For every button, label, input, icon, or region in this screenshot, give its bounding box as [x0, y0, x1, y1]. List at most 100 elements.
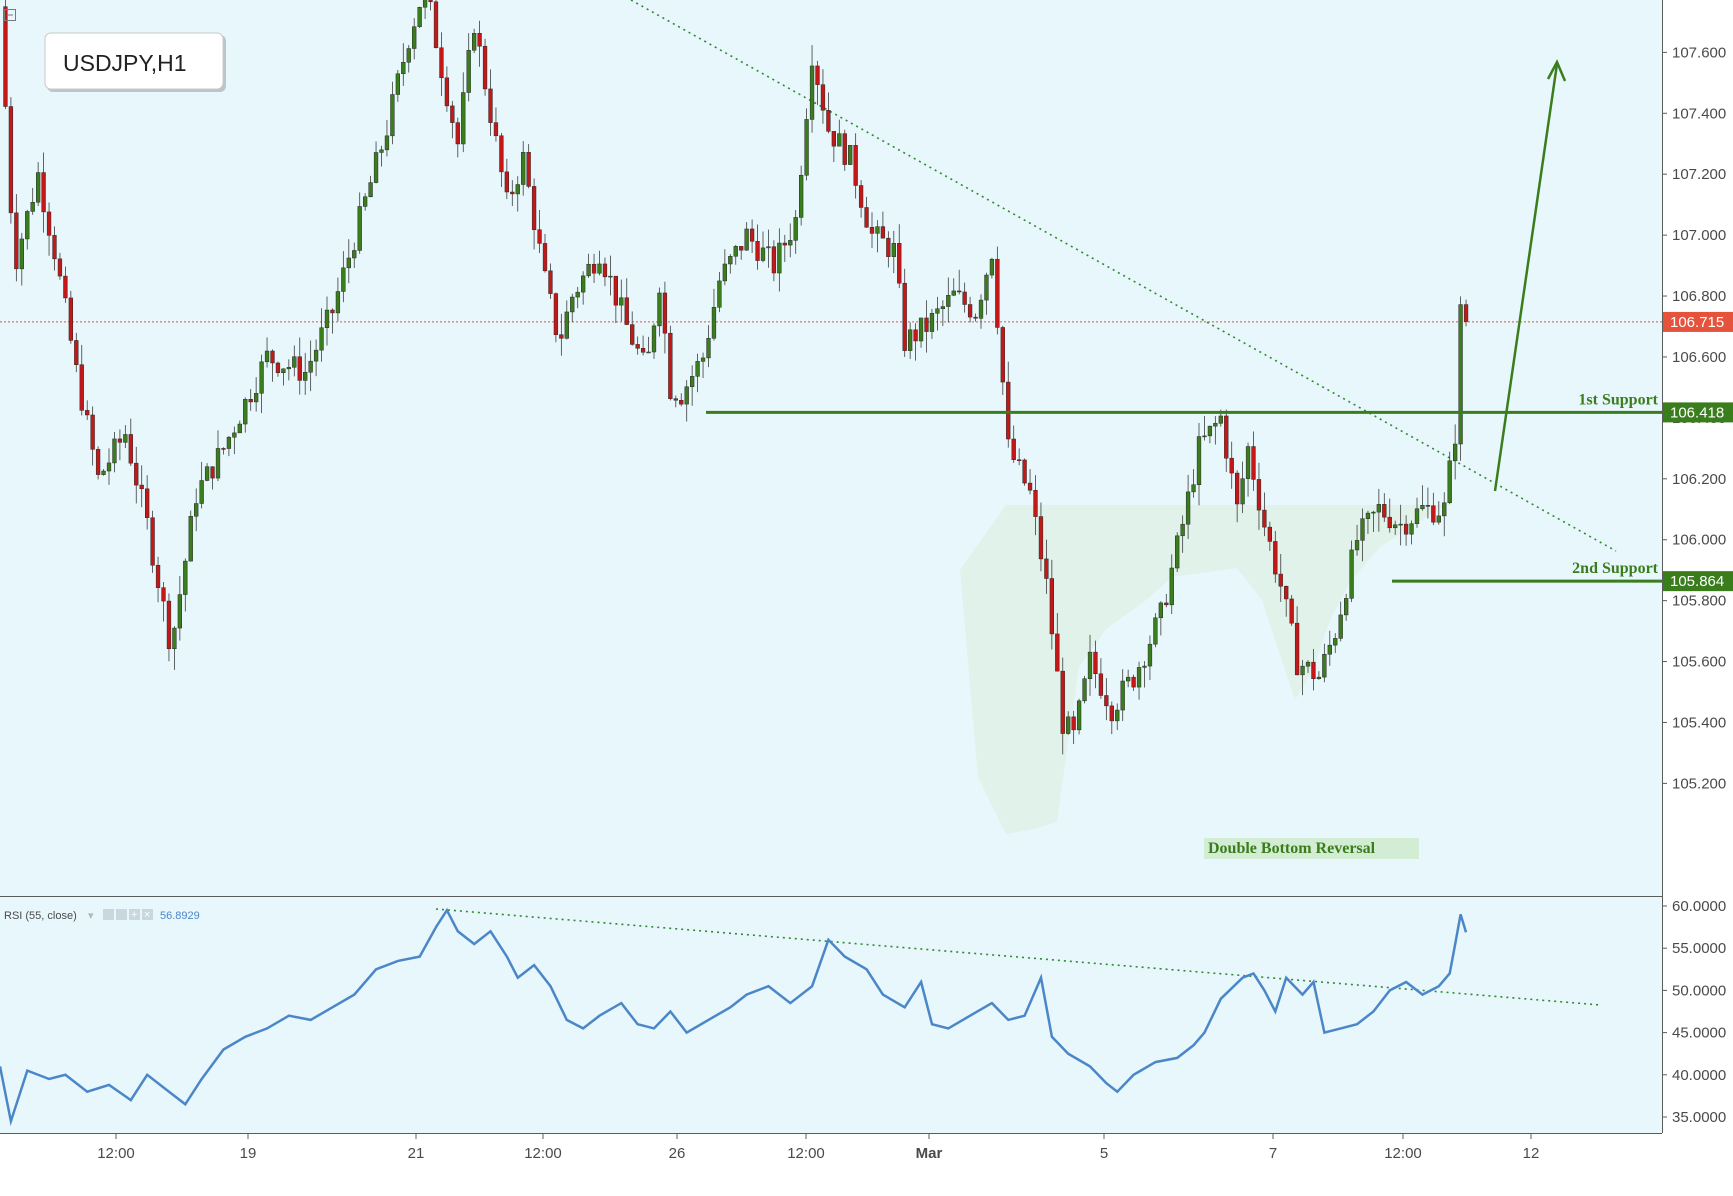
candle-body [739, 246, 743, 250]
candle-body [134, 463, 138, 485]
price-pane-background [0, 0, 1662, 896]
candle-body [1104, 695, 1108, 705]
candle-body [320, 328, 324, 350]
candle-body [614, 276, 618, 305]
candle-body [788, 240, 792, 245]
candle-body [995, 259, 999, 327]
candle-body [619, 298, 623, 305]
candle-body [211, 467, 215, 478]
time-tick-label: 19 [240, 1145, 257, 1162]
candle-body [36, 173, 40, 203]
candle-body [587, 264, 591, 276]
rsi-tick-label: 40.0000 [1672, 1067, 1726, 1084]
price-tick-label: 105.800 [1672, 593, 1726, 610]
candle-body [1372, 512, 1376, 513]
candle-body [510, 192, 514, 194]
candle-body [1066, 717, 1070, 734]
candle-body [254, 393, 258, 402]
candle-body [1099, 674, 1103, 696]
candle-body [734, 246, 738, 256]
candle-body [679, 400, 683, 404]
candle-body [963, 292, 967, 305]
candle-body [1382, 504, 1386, 517]
candle-body [1170, 568, 1174, 605]
candle-body [1017, 460, 1021, 461]
candle-body [1393, 525, 1397, 528]
candle-body [331, 310, 335, 313]
candle-body [265, 351, 269, 362]
rsi-tick-label: 45.0000 [1672, 1025, 1726, 1042]
candle-body [859, 186, 863, 208]
time-tick-label: Mar [916, 1145, 943, 1162]
candle-body [173, 628, 177, 649]
candle-body [1350, 550, 1354, 598]
candle-body [1181, 524, 1185, 536]
time-tick-label: 12:00 [524, 1145, 562, 1162]
candle-body [472, 33, 476, 50]
candle-body [1143, 666, 1147, 667]
candle-body [985, 275, 989, 300]
candle-body [936, 309, 940, 314]
candle-body [990, 259, 994, 275]
candle-body [1306, 662, 1310, 666]
level-label[interactable]: 1st Support [1578, 391, 1658, 408]
candle-body [1159, 603, 1163, 618]
candle-body [1410, 524, 1414, 534]
rsi-title[interactable]: RSI (55, close) [4, 910, 77, 922]
candle-body [238, 424, 242, 433]
candle-body [412, 27, 416, 49]
candle-body [750, 229, 754, 241]
candle-body [205, 467, 209, 481]
rsi-pane-background [0, 897, 1662, 1133]
candle-body [167, 601, 171, 649]
candle-body [516, 185, 520, 194]
candle-body [1284, 586, 1288, 599]
candle-body [685, 387, 689, 404]
candle-body [1077, 701, 1081, 730]
candle-body [772, 247, 776, 273]
candle-body [805, 119, 809, 175]
candle-body [968, 304, 972, 317]
candle-body [1355, 540, 1359, 550]
candle-body [1154, 618, 1158, 644]
level-label[interactable]: 2nd Support [1572, 560, 1658, 577]
candle-body [598, 264, 602, 273]
candle-body [1437, 516, 1441, 522]
price-tick-label: 107.400 [1672, 105, 1726, 122]
candle-body [723, 264, 727, 281]
candle-body [396, 74, 400, 95]
candle-body [1295, 623, 1299, 675]
symbol-box[interactable]: USDJPY,H1 [45, 33, 226, 92]
candle-body [1404, 524, 1408, 534]
candle-body [374, 152, 378, 182]
candle-body [837, 134, 841, 147]
candle-body [1175, 536, 1179, 568]
price-tag-value: 105.864 [1670, 573, 1724, 590]
candle-body [636, 344, 640, 348]
candle-body [1263, 510, 1267, 527]
candle-body [1366, 513, 1370, 519]
candle-body [570, 297, 574, 312]
price-tick-label: 107.200 [1672, 166, 1726, 183]
candle-body [1088, 652, 1092, 679]
visibility-icon[interactable] [103, 909, 114, 920]
pattern-label[interactable]: Double Bottom Reversal [1208, 840, 1376, 857]
candle-body [745, 229, 749, 250]
settings-icon[interactable] [116, 909, 127, 920]
candle-body [162, 588, 166, 601]
candle-body [91, 415, 95, 449]
candle-body [718, 281, 722, 307]
price-tick-label: 106.000 [1672, 532, 1726, 549]
price-tick-label: 107.000 [1672, 227, 1726, 244]
candle-body [1072, 717, 1076, 730]
time-tick-label: 12:00 [1384, 1145, 1422, 1162]
candle-body [870, 227, 874, 233]
candle-body [897, 243, 901, 283]
candle-body [1361, 519, 1365, 541]
rsi-dropdown-icon[interactable]: ▾ [88, 910, 94, 922]
candle-body [69, 298, 73, 340]
candle-body [341, 268, 345, 292]
candle-body [80, 365, 84, 411]
price-tick-label: 105.200 [1672, 775, 1726, 792]
candle-body [886, 238, 890, 256]
